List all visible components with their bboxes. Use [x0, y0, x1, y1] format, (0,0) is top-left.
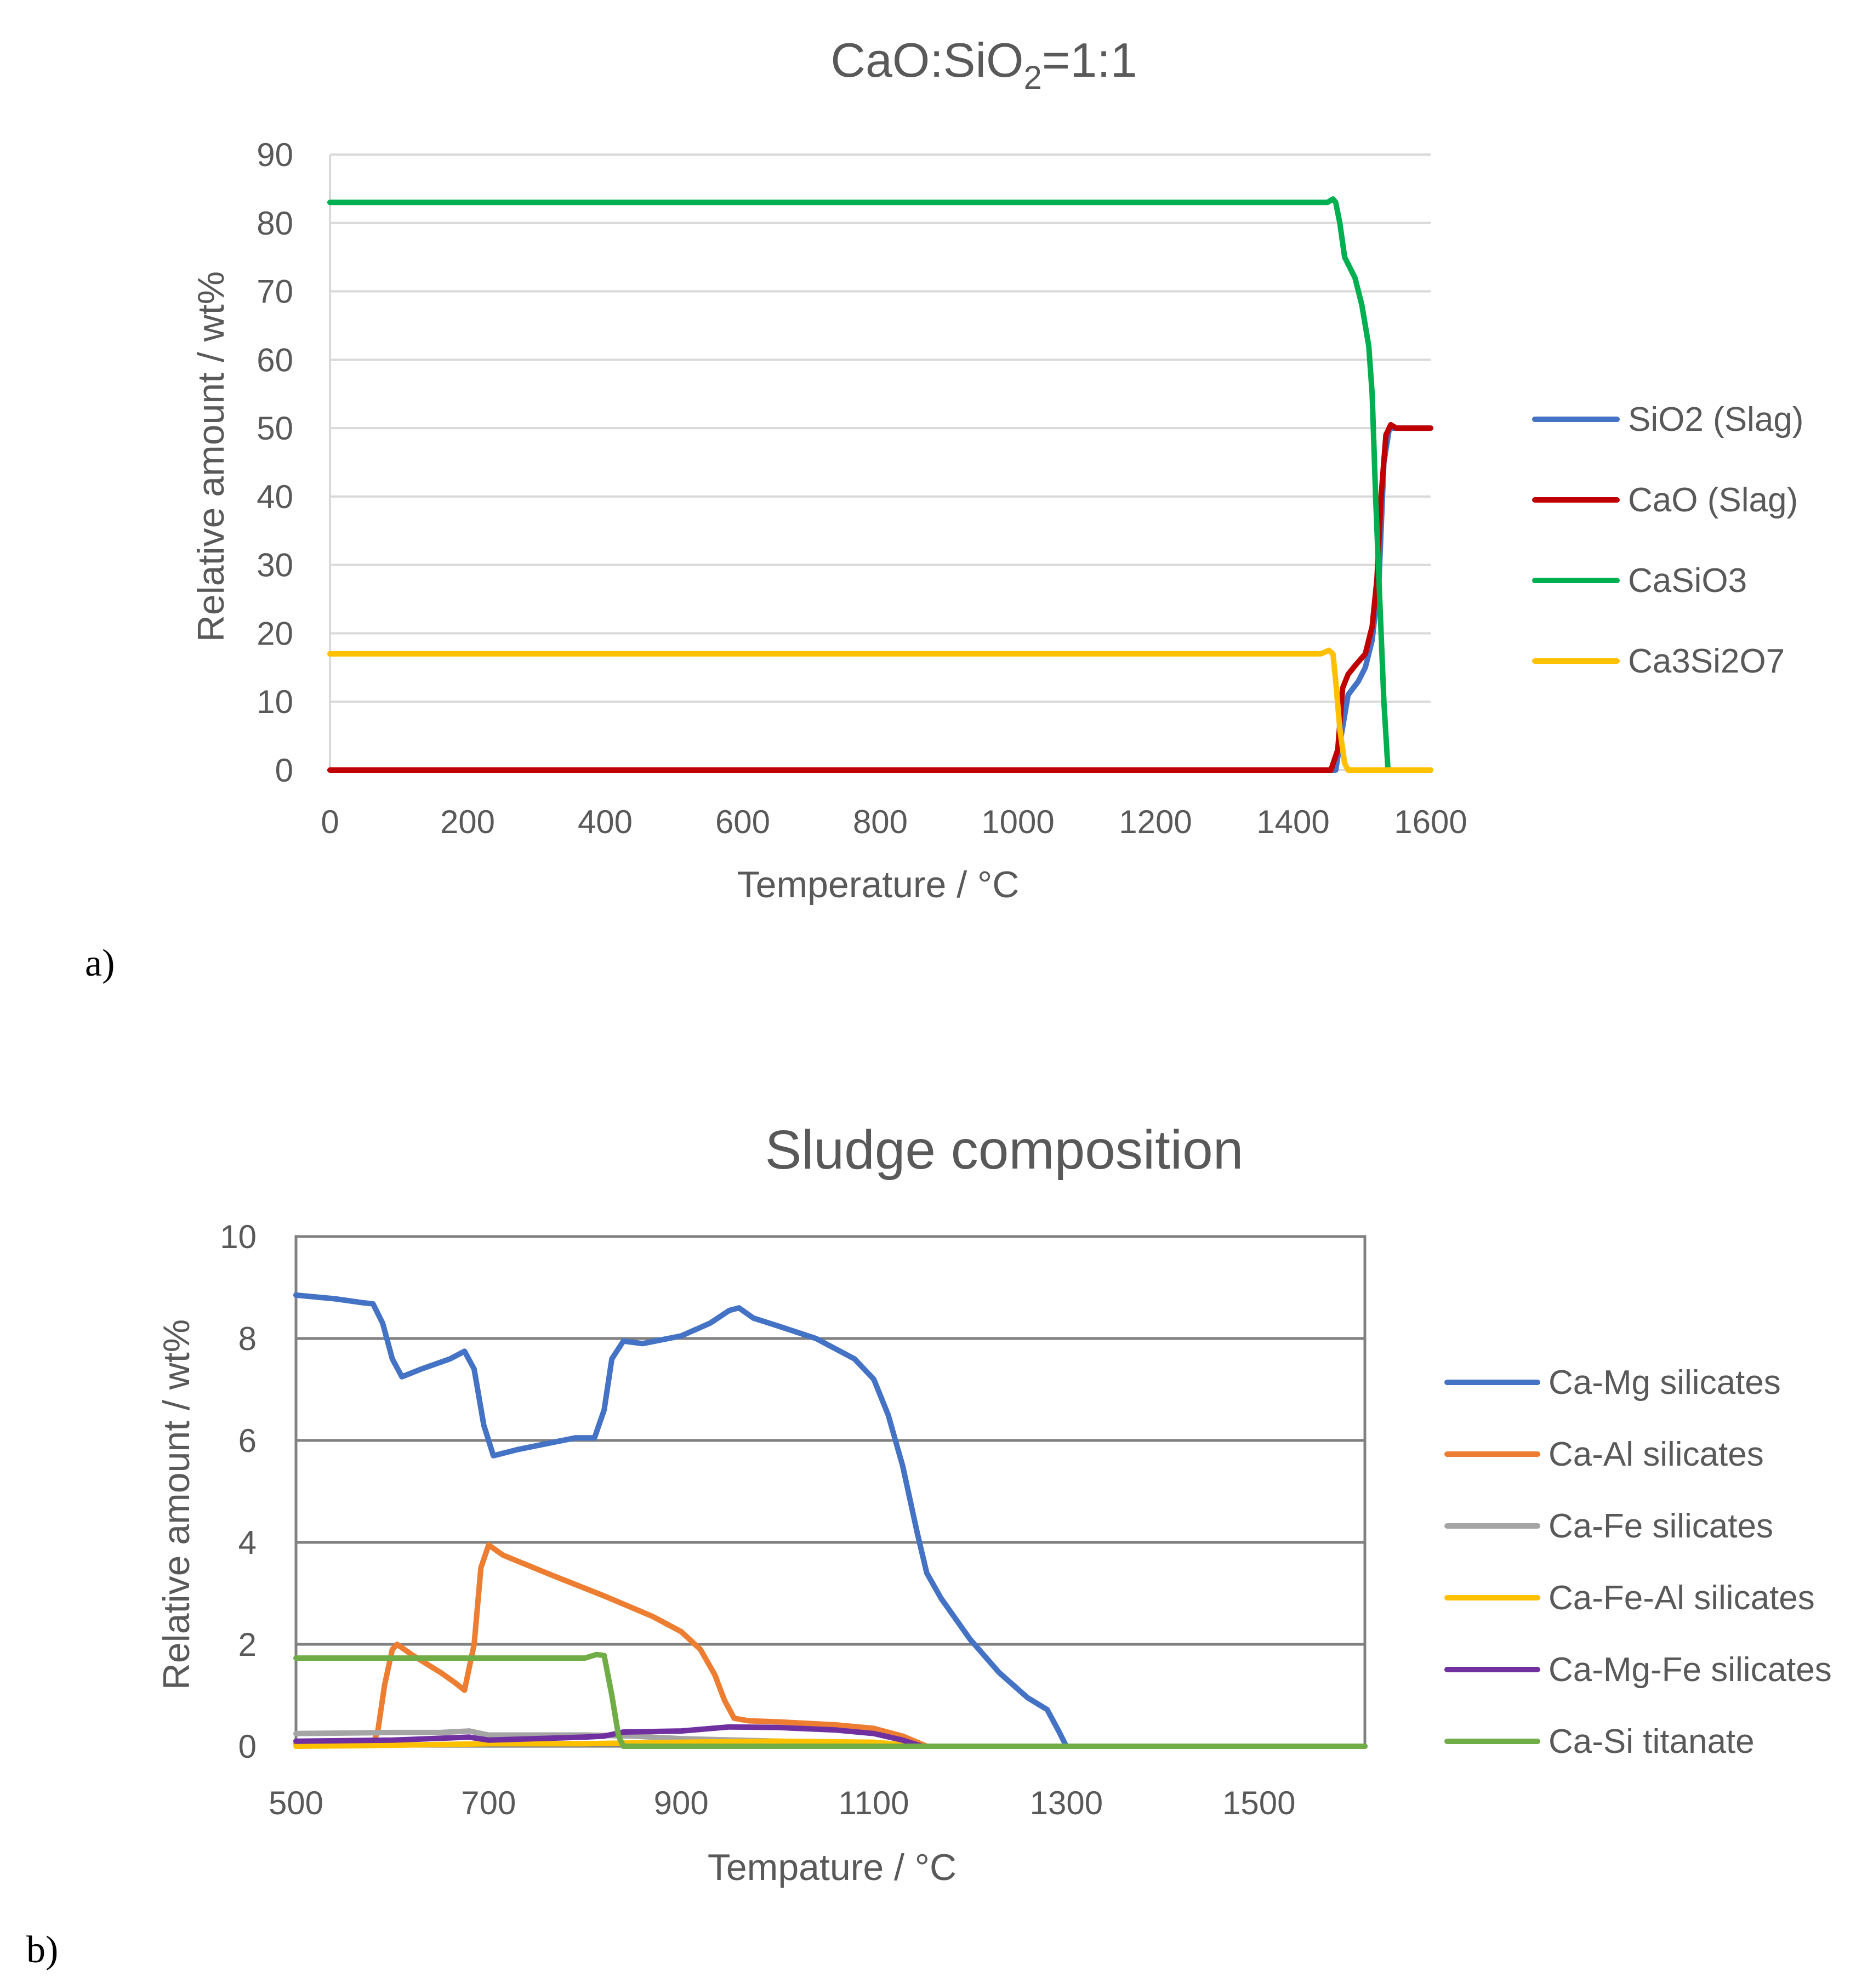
y-tick-label: 0: [275, 752, 293, 789]
y-tick-label: 30: [257, 547, 293, 584]
legend-item-ca-si-titanate: Ca-Si titanate: [1444, 1723, 1755, 1761]
chart-a-x-ticks: 0 200 400 600 800 1000 1200 1400 1600: [321, 804, 1467, 840]
y-tick-label: 10: [220, 1218, 257, 1255]
chart-b-plot-frame: [294, 1235, 1367, 1748]
chart-a: CaO:SiO2=1:1 0 10 20 30 40 50 60 70 80 90 0 200 400…: [85, 33, 1803, 984]
y-tick-label: 8: [238, 1320, 257, 1357]
y-tick-label: 90: [257, 136, 293, 173]
legend-label: Ca-Mg silicates: [1549, 1364, 1781, 1402]
y-tick-label: 60: [257, 341, 293, 378]
legend-label: Ca-Al silicates: [1549, 1436, 1764, 1473]
legend-item-ca-fe-al-silicates: Ca-Fe-Al silicates: [1444, 1579, 1815, 1617]
series-line-ca-mg-silicates: [293, 1292, 1368, 1749]
legend-label: SiO2 (Slag): [1628, 401, 1803, 438]
x-tick-label: 1300: [1030, 1785, 1103, 1821]
y-tick-label: 40: [257, 479, 293, 515]
legend-item-ca-mg-fe-silicates: Ca-Mg-Fe silicates: [1444, 1651, 1832, 1689]
chart-a-gridlines: [330, 153, 1431, 703]
legend-label: Ca3Si2O7: [1628, 642, 1785, 680]
legend-item-ca-al-silicates: Ca-Al silicates: [1444, 1436, 1764, 1473]
panel-label-b: b): [26, 1929, 58, 1971]
chart-a-y-ticks: 0 10 20 30 40 50 60 70 80 90: [257, 136, 293, 789]
x-tick-label: 600: [715, 804, 770, 840]
legend-item-ca3si2o7: Ca3Si2O7: [1532, 642, 1785, 680]
legend-label: CaSiO3: [1628, 562, 1747, 600]
legend-item-ca-fe-silicates: Ca-Fe silicates: [1444, 1507, 1773, 1545]
chart-b-y-label: Relative amount / wt%: [156, 1319, 197, 1690]
chart-a-y-label: Relative amount / wt%: [190, 271, 232, 642]
legend-label: Ca-Si titanate: [1549, 1723, 1755, 1761]
chart-a-x-label: Temperature / °C: [737, 864, 1020, 905]
chart-a-legend: SiO2 (Slag) CaO (Slag) CaSiO3 Ca3Si2O7: [1532, 401, 1803, 680]
chart-b-x-label: Tempature / °C: [708, 1847, 957, 1888]
series-line-ca-mg-fe-silicates: [293, 1724, 1368, 1749]
x-tick-label: 900: [654, 1785, 709, 1821]
legend-item-cao-slag: CaO (Slag): [1532, 481, 1798, 519]
x-tick-label: 500: [269, 1785, 323, 1821]
y-tick-label: 20: [257, 615, 293, 652]
x-tick-label: 400: [578, 804, 633, 840]
series-line-cao-slag: [327, 421, 1433, 773]
y-tick-label: 10: [257, 683, 293, 720]
legend-label: CaO (Slag): [1628, 481, 1798, 519]
panel-label-a: a): [85, 942, 115, 984]
x-tick-label: 200: [440, 804, 495, 840]
x-tick-label: 1100: [839, 1785, 909, 1821]
series-line-casio3: [327, 196, 1433, 773]
chart-b-legend: Ca-Mg silicates Ca-Al silicates Ca-Fe sili…: [1444, 1364, 1832, 1761]
x-tick-label: 1500: [1222, 1785, 1295, 1821]
chart-b-gridlines: [296, 1235, 1365, 1646]
series-line-ca-si-titanate: [293, 1651, 1368, 1749]
y-tick-label: 80: [257, 205, 293, 242]
y-tick-label: 2: [238, 1626, 257, 1663]
y-tick-label: 70: [257, 274, 293, 310]
series-line-ca-al-silicates: [293, 1542, 1368, 1749]
legend-label: Ca-Fe-Al silicates: [1549, 1579, 1815, 1617]
legend-label: Ca-Mg-Fe silicates: [1549, 1651, 1832, 1689]
y-tick-label: 6: [238, 1422, 257, 1459]
series-line-ca3si2o7: [327, 647, 1433, 773]
chart-a-title: CaO:SiO2=1:1: [830, 33, 1137, 96]
y-tick-label: 0: [238, 1728, 257, 1765]
series-line-sio2-slag: [327, 425, 1433, 773]
x-tick-label: 700: [461, 1785, 516, 1821]
chart-a-series: [327, 196, 1433, 773]
legend-item-sio2-slag: SiO2 (Slag): [1532, 401, 1803, 438]
chart-b-title: Sludge composition: [765, 1119, 1244, 1181]
x-tick-label: 1600: [1394, 804, 1467, 840]
legend-label: Ca-Fe silicates: [1549, 1507, 1773, 1545]
chart-b: Sludge composition 0 2 4 6 8 10 500 700 900 1100…: [26, 1119, 1832, 1971]
x-tick-label: 0: [321, 804, 339, 840]
x-tick-label: 800: [853, 804, 908, 840]
legend-item-casio3: CaSiO3: [1532, 562, 1747, 600]
y-tick-label: 50: [257, 410, 293, 447]
x-tick-label: 1200: [1119, 804, 1192, 840]
chart-b-series: [293, 1292, 1368, 1749]
x-tick-label: 1000: [981, 804, 1054, 840]
y-tick-label: 4: [238, 1524, 257, 1561]
chart-b-x-ticks: 500 700 900 1100 1300 1500: [269, 1785, 1296, 1821]
chart-b-y-ticks: 0 2 4 6 8 10: [220, 1218, 257, 1765]
x-tick-label: 1400: [1256, 804, 1329, 840]
legend-item-ca-mg-silicates: Ca-Mg silicates: [1444, 1364, 1781, 1402]
